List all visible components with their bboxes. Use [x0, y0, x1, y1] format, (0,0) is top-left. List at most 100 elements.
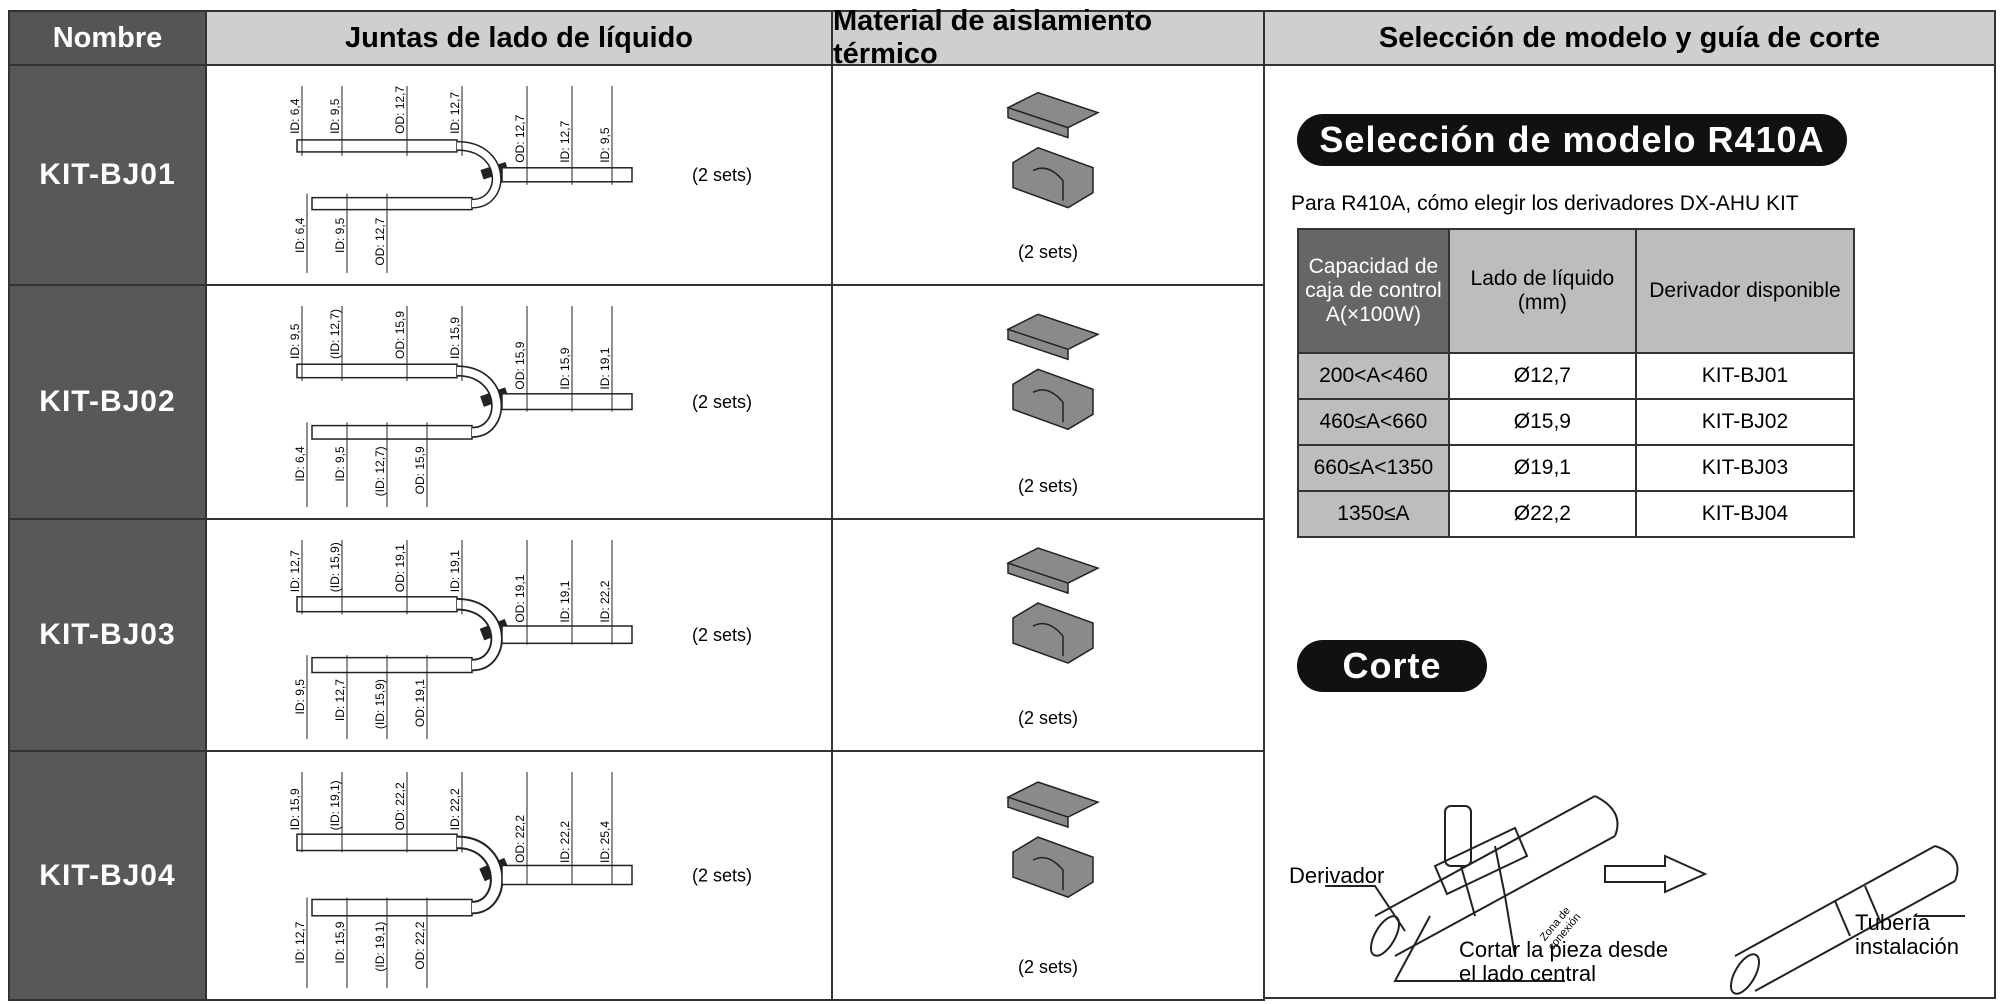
dim-label: ID: 19,1 [598, 347, 612, 389]
th: Capacidad de caja de control A(×100W) [1297, 228, 1450, 354]
table-cell: 460≤A<660 [1297, 398, 1450, 446]
table-cell: 660≤A<1350 [1297, 444, 1450, 492]
insulation-icon [1006, 91, 1100, 209]
selection-table: Capacidad de caja de control A(×100W) Lad… [1297, 228, 1856, 538]
dim-label: (ID: 19,1) [328, 780, 342, 830]
table-cell: KIT-BJ01 [1634, 352, 1856, 400]
label-tuberia: Tubería instalación [1855, 910, 1959, 959]
dim-label: ID: 12,7 [448, 92, 462, 134]
dim-label: OD: 15,9 [513, 341, 527, 389]
dim-label: OD: 22,2 [413, 921, 427, 969]
kit-name: KIT-BJ01 [8, 64, 207, 286]
pipe-drawing: ID: 15,9 (ID: 19,1) OD: 22,2 ID: 22,2 OD: 22… [288, 772, 752, 988]
pipe-segment [311, 196, 473, 211]
header-cell: Material de aislamiento térmico [831, 5, 1265, 70]
pipe-segment [311, 656, 473, 674]
dim-label: ID: 12,7 [293, 921, 307, 963]
dim-label: OD: 19,1 [413, 679, 427, 727]
insulation-drawing: (2 sets) [1006, 547, 1100, 728]
dim-label: OD: 22,2 [513, 815, 527, 863]
pipe-drawing: ID: 9,5 (ID: 12,7) OD: 15,9 ID: 15,9 OD: 15,… [288, 306, 752, 507]
dim-label: OD: 15,9 [393, 311, 407, 359]
insulation-block [1012, 602, 1094, 664]
cutting-title: Corte [1297, 640, 1487, 692]
pipe-segment [296, 596, 458, 613]
dim-label: (ID: 19,1) [373, 922, 387, 972]
cutting-illustration [1325, 795, 1965, 995]
kit-name: KIT-BJ03 [8, 518, 207, 752]
pipe-segment [501, 864, 633, 886]
pipe-segment [296, 139, 458, 153]
dim-label: (ID: 15,9) [328, 542, 342, 592]
pipe-bend [456, 837, 502, 913]
insulation-icon [1006, 547, 1100, 664]
dim-label: ID: 15,9 [448, 317, 462, 359]
dim-label: ID: 12,7 [333, 679, 347, 721]
pipe-segment [311, 424, 473, 440]
dim-label: ID: 9,5 [598, 127, 612, 163]
dim-label: ID: 22,2 [448, 788, 462, 830]
table-row: 200<A<460 Ø12,7 KIT-BJ01 [1297, 352, 1856, 400]
pipe-bend [456, 367, 501, 437]
header-cell: Nombre [8, 10, 207, 66]
insulation-block [1012, 368, 1094, 431]
dim-label: ID: 9,5 [293, 679, 307, 715]
guide-panel: Selección de modelo R410A Para R410A, có… [1263, 64, 1996, 999]
dim-label: ID: 12,7 [558, 120, 572, 162]
insulation-cell: (2 sets) [831, 750, 1265, 1001]
insulation-icon [1006, 313, 1100, 431]
dim-label: ID: 6,4 [293, 446, 307, 482]
table-cell: Ø12,7 [1447, 352, 1637, 400]
dim-label: (ID: 15,9) [373, 679, 387, 729]
selection-title: Selección de modelo R410A [1297, 114, 1847, 166]
dim-label: ID: 9,5 [328, 98, 342, 134]
pipe-segment [296, 833, 458, 852]
th: Lado de líquido (mm) [1447, 228, 1637, 354]
pipe-cell: ID: 6,4 ID: 9,5 OD: 12,7 ID: 12,7 OD: 12,7 ID… [205, 64, 833, 286]
pipe-segment [311, 898, 473, 917]
dim-label: ID: 15,9 [558, 347, 572, 389]
dim-label: ID: 25,4 [598, 821, 612, 863]
dim-label: OD: 12,7 [393, 86, 407, 134]
insulation-plate [1006, 781, 1100, 829]
dim-label: ID: 6,4 [293, 217, 307, 253]
insulation-plate [1006, 91, 1100, 139]
insulation-plate [1006, 547, 1100, 595]
insulation-note: (2 sets) [1018, 708, 1078, 728]
insulation-cell: (2 sets) [831, 284, 1265, 520]
pipe-segment [501, 625, 633, 645]
table-cell: Ø15,9 [1447, 398, 1637, 446]
dim-label: ID: 19,1 [558, 580, 572, 622]
dim-label: ID: 22,2 [558, 821, 572, 863]
table-cell: 200<A<460 [1297, 352, 1450, 400]
dim-label: ID: 9,5 [288, 323, 302, 359]
pipe-cell: ID: 12,7 (ID: 15,9) OD: 19,1 ID: 19,1 OD: 19… [205, 518, 833, 752]
pipe-bend [456, 142, 500, 208]
table-cell: 1350≤A [1297, 490, 1450, 538]
dim-label: OD: 12,7 [373, 217, 387, 265]
insulation-cell: (2 sets) [831, 64, 1265, 286]
pipe [296, 833, 633, 917]
kit-name: KIT-BJ02 [8, 284, 207, 520]
pipe [296, 363, 633, 440]
insulation-drawing: (2 sets) [1006, 781, 1100, 977]
table-cell: KIT-BJ02 [1634, 398, 1856, 446]
pipe-bend [456, 599, 501, 670]
table-cell: KIT-BJ03 [1634, 444, 1856, 492]
insulation-plate [1006, 313, 1100, 361]
dim-label: ID: 6,4 [288, 98, 302, 134]
pipe [296, 596, 633, 674]
header-cell: Selección de modelo y guía de corte [1263, 10, 1996, 66]
pipe-note: (2 sets) [692, 866, 752, 886]
insulation-cell: (2 sets) [831, 518, 1265, 752]
insulation-drawing: (2 sets) [1006, 91, 1100, 262]
pipe [296, 139, 633, 211]
dim-label: ID: 19,1 [448, 550, 462, 592]
table-cell: KIT-BJ04 [1634, 490, 1856, 538]
table-row: 1350≤A Ø22,2 KIT-BJ04 [1297, 490, 1856, 538]
pipe-note: (2 sets) [692, 165, 752, 185]
insulation-icon [1006, 781, 1100, 898]
pipe-segment [501, 167, 633, 183]
dim-label: OD: 22,2 [393, 782, 407, 830]
